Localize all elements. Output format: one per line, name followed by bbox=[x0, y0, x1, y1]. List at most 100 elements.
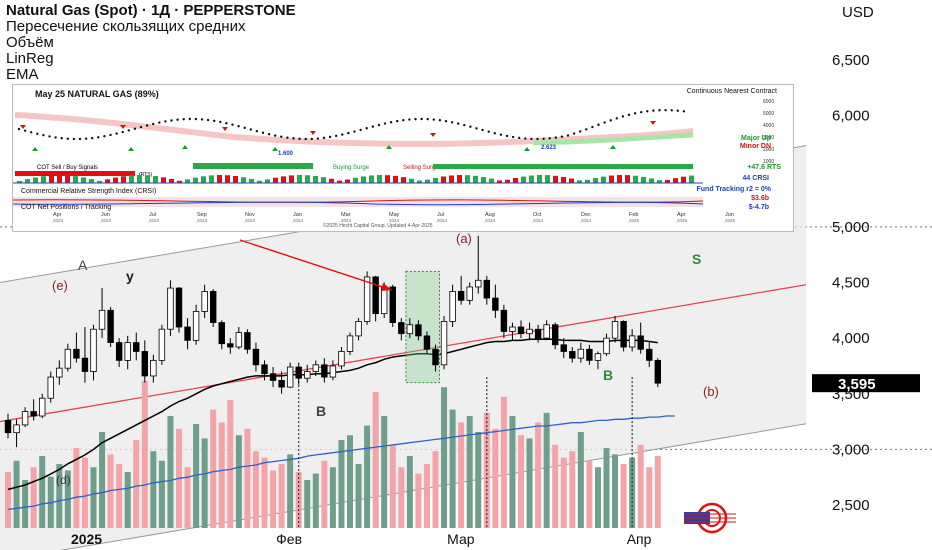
inset-price-dot bbox=[457, 122, 460, 125]
inset-price-dot bbox=[30, 131, 33, 134]
inset-rts-green bbox=[193, 163, 313, 169]
inset-price-dot bbox=[97, 136, 100, 139]
inset-price-dot bbox=[536, 137, 539, 141]
indicator-ema[interactable]: EMA bbox=[6, 66, 39, 83]
volume-bar bbox=[535, 422, 542, 528]
inset-crsi-bar bbox=[121, 176, 126, 183]
inset-price-dot bbox=[591, 125, 594, 129]
inset-year: 2024 bbox=[581, 218, 592, 223]
inset-crsi-bar bbox=[33, 177, 38, 183]
currency-label[interactable]: USD bbox=[842, 4, 874, 21]
volume-bar bbox=[646, 467, 653, 528]
inset-price-dot bbox=[322, 136, 326, 140]
volume-bar bbox=[99, 432, 106, 528]
annot-y: y bbox=[126, 268, 134, 284]
inset-price-dot bbox=[109, 133, 112, 137]
inset-price-dot bbox=[450, 121, 454, 124]
inset-crsi-bar bbox=[689, 175, 694, 183]
inset-crsi-bar bbox=[425, 179, 430, 183]
inset-price-dot bbox=[475, 127, 478, 130]
symbol-title[interactable]: Natural Gas (Spot) · 1Д · PEPPERSTONE bbox=[6, 2, 296, 19]
inset-crsi-bar bbox=[17, 181, 22, 183]
volume-bar bbox=[526, 438, 533, 528]
inset-price-dot bbox=[402, 119, 405, 122]
inset-price-dot bbox=[597, 123, 600, 126]
indicator-linreg[interactable]: LinReg bbox=[6, 50, 54, 67]
volume-bar bbox=[5, 472, 11, 528]
inset-val2: $-4.7b bbox=[748, 204, 769, 211]
volume-bar bbox=[235, 435, 242, 528]
inset-cot-row bbox=[13, 162, 693, 171]
time-label: Апр bbox=[627, 531, 652, 547]
inset-crsi-bar bbox=[105, 179, 110, 183]
inset-crsi-bar bbox=[585, 179, 590, 183]
inset-price-dot bbox=[432, 118, 435, 121]
inset-crsi-bar bbox=[681, 176, 686, 183]
inset-crsi-bar bbox=[241, 177, 246, 183]
inset-price-dot bbox=[182, 118, 185, 121]
time-label: Мар bbox=[447, 531, 475, 547]
volume-bar bbox=[321, 460, 328, 528]
inset-major-up: Major Up bbox=[741, 135, 771, 142]
inset-price-dot bbox=[249, 128, 252, 131]
volume-bar bbox=[295, 472, 302, 528]
inset-year: 2025 bbox=[725, 218, 736, 223]
inset-price-dot bbox=[438, 119, 442, 122]
inset-crsi-bar bbox=[65, 175, 70, 183]
inset-red-arrow bbox=[120, 125, 126, 129]
inset-price-dot bbox=[267, 133, 271, 136]
volume-bar bbox=[252, 451, 259, 528]
candle-down bbox=[209, 290, 217, 323]
inset-crsi-bar bbox=[657, 180, 662, 183]
inset-month: Jun bbox=[101, 212, 110, 218]
inset-crsi-bar bbox=[321, 177, 326, 183]
inset-chart: 1.600 2.623 6000 5000 4000 3000 2000 1000 COT Se… bbox=[13, 99, 774, 223]
inset-red-arrow bbox=[20, 125, 26, 129]
inset-crsi-bar bbox=[353, 177, 358, 183]
inset-price-dot bbox=[652, 109, 655, 112]
inset-year: 2023 bbox=[53, 218, 64, 223]
inset-crsi-bar bbox=[385, 175, 390, 183]
inset-price-dot bbox=[646, 110, 649, 113]
candle-down bbox=[398, 322, 405, 335]
inset-red-arrow bbox=[650, 121, 656, 125]
candle-up bbox=[21, 411, 29, 426]
volume-bar bbox=[509, 416, 516, 528]
volume-bar bbox=[210, 409, 217, 528]
inset-month: Oct bbox=[533, 212, 542, 218]
volume-bar bbox=[107, 454, 114, 528]
volume-bar bbox=[141, 380, 148, 528]
time-label: 2025 bbox=[71, 531, 102, 547]
candle-up bbox=[39, 397, 46, 417]
candle-down bbox=[552, 324, 559, 346]
inset-crsi-bar bbox=[593, 178, 598, 183]
inset-price-dot bbox=[225, 122, 228, 125]
inset-price-dot bbox=[298, 137, 301, 141]
candle-up bbox=[475, 279, 482, 288]
candle-up bbox=[346, 335, 354, 352]
inset-year: 2024 bbox=[533, 218, 544, 223]
inset-crsi-bar bbox=[257, 180, 262, 183]
inset-ytick: 2000 bbox=[763, 147, 774, 153]
candle-down bbox=[457, 290, 465, 301]
price-tick: 6,000 bbox=[832, 108, 870, 125]
inset-price-dot bbox=[493, 132, 496, 135]
inset-crsi-bar bbox=[545, 175, 550, 183]
inset-crsi-bar bbox=[297, 175, 302, 183]
inset-price-dot bbox=[103, 135, 106, 138]
inset-year: 2024 bbox=[293, 218, 304, 223]
inset-price-dot bbox=[548, 137, 551, 140]
inset-ytick: 5000 bbox=[763, 111, 774, 117]
indicator-ma-cross[interactable]: Пересечение скользящих средних bbox=[6, 18, 246, 35]
volume-bar bbox=[158, 460, 165, 528]
annot-e: (e) bbox=[52, 278, 68, 293]
volume-bar bbox=[244, 428, 251, 528]
candle-up bbox=[509, 326, 516, 332]
volume-bar bbox=[441, 387, 448, 528]
inset-crsi-bar bbox=[633, 175, 638, 183]
indicator-volume[interactable]: Объём bbox=[6, 34, 54, 51]
annot-A: A bbox=[78, 257, 88, 273]
volume-bar bbox=[56, 464, 63, 528]
volume-bar bbox=[13, 460, 20, 528]
